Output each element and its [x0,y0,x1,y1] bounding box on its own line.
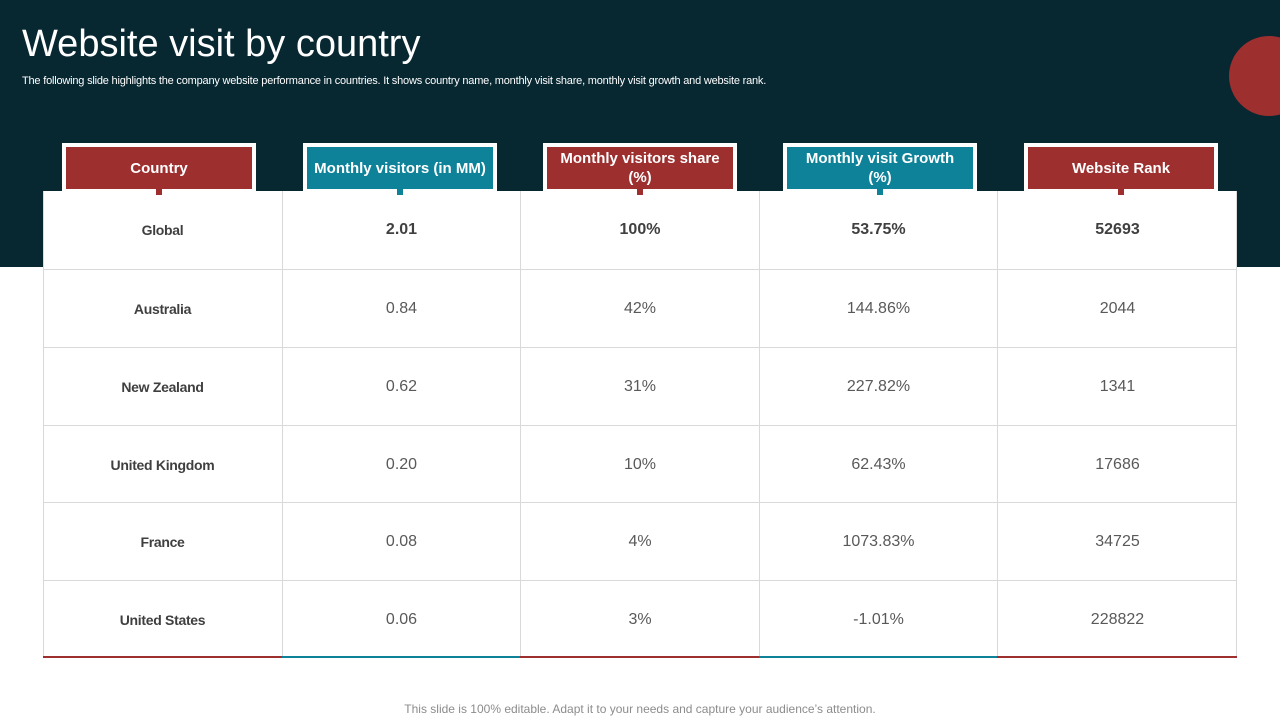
header-country: Country [62,143,256,195]
column-underline [520,656,759,658]
cell-visitors: 0.84 [282,270,520,347]
cell-growth: 1073.83% [759,503,997,580]
cell-country: New Zealand [121,378,204,395]
header-monthly-visitors: Monthly visitors (in MM) [303,143,497,195]
header-visitors-share: Monthly visitors share (%) [543,143,737,195]
table-row: New Zealand 0.62 31% 227.82% 1341 [43,347,1237,425]
connector-dot [156,189,162,195]
cell-rank: 228822 [997,581,1237,658]
cell-visitors: 0.62 [282,348,520,425]
cell-country: United Kingdom [110,456,215,473]
data-table: Global 2.01 100% 53.75% 52693 Australia 0.84 42… [43,191,1237,658]
cell-growth: 53.75% [759,191,997,269]
slide-subtitle: The following slide highlights the compa… [22,75,767,87]
cell-visitors: 2.01 [282,191,520,269]
table-row: Global 2.01 100% 53.75% 52693 [43,191,1237,269]
header-visit-growth: Monthly visit Growth (%) [783,143,977,195]
cell-visitors: 0.08 [282,503,520,580]
slide-title: Website visit by country [22,23,421,65]
table-row: Australia 0.84 42% 144.86% 2044 [43,269,1237,347]
connector-dot [877,189,883,195]
cell-share: 31% [520,348,759,425]
cell-share: 100% [520,191,759,269]
table-row: United Kingdom 0.20 10% 62.43% 17686 [43,425,1237,503]
header-website-rank-label: Website Rank [1028,147,1214,189]
connector-dot [637,189,643,195]
cell-visitors: 0.06 [282,581,520,658]
header-website-rank: Website Rank [1024,143,1218,195]
header-country-label: Country [66,147,252,189]
column-underline [43,656,282,658]
cell-rank: 34725 [997,503,1237,580]
cell-growth: -1.01% [759,581,997,658]
cell-rank: 17686 [997,426,1237,503]
cell-rank: 52693 [997,191,1237,269]
cell-country: United States [119,611,206,628]
cell-share: 42% [520,270,759,347]
cell-rank: 1341 [997,348,1237,425]
cell-growth: 62.43% [759,426,997,503]
header-visitors-share-label: Monthly visitors share (%) [547,147,733,189]
cell-country: Australia [133,300,192,317]
cell-share: 3% [520,581,759,658]
cell-share: 4% [520,503,759,580]
cell-growth: 227.82% [759,348,997,425]
cell-visitors: 0.20 [282,426,520,503]
cell-rank: 2044 [997,270,1237,347]
table-row: France 0.08 4% 1073.83% 34725 [43,502,1237,580]
header-monthly-visitors-label: Monthly visitors (in MM) [307,147,493,189]
cell-country: Global [141,222,184,238]
connector-dot [397,189,403,195]
cell-country: France [140,533,185,550]
column-underline [282,656,520,658]
cell-share: 10% [520,426,759,503]
connector-dot [1118,189,1124,195]
column-underline [997,656,1237,658]
cell-growth: 144.86% [759,270,997,347]
header-visit-growth-label: Monthly visit Growth (%) [787,147,973,189]
table-row: United States 0.06 3% -1.01% 228822 [43,580,1237,658]
column-underline [759,656,997,658]
slide-footer: This slide is 100% editable. Adapt it to… [404,702,876,716]
